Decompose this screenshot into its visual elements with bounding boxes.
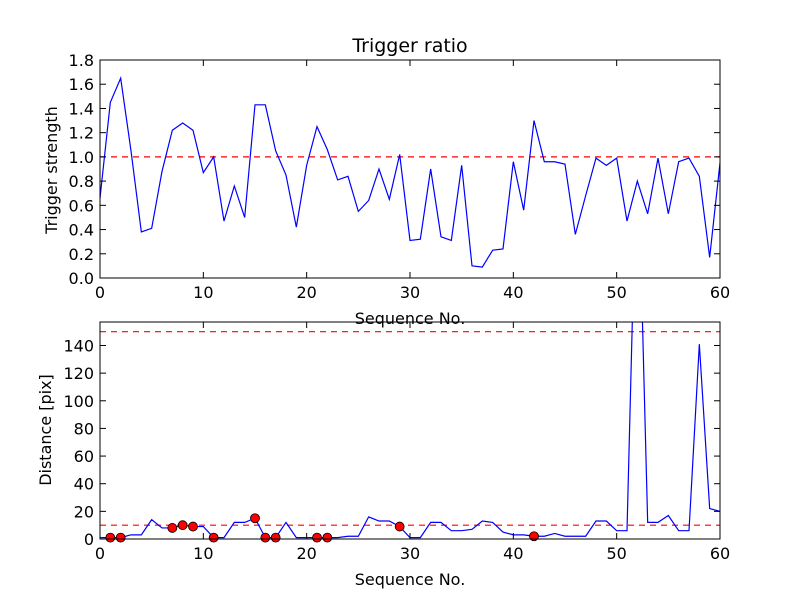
- x-axis-label: Sequence No.: [355, 570, 466, 589]
- y-tick-label: 0.2: [69, 245, 94, 264]
- x-tick-label: 40: [503, 544, 523, 563]
- x-tick-label: 20: [296, 544, 316, 563]
- y-axis-label: Distance [pix]: [36, 374, 55, 486]
- y-tick-label: 0: [84, 530, 94, 549]
- y-tick-label: 1.2: [69, 124, 94, 143]
- y-tick-label: 120: [63, 364, 94, 383]
- x-tick-label: 10: [193, 283, 213, 302]
- chart-title: Trigger ratio: [351, 35, 467, 57]
- data-point-marker: [322, 532, 333, 543]
- x-tick-label: 20: [296, 283, 316, 302]
- x-tick-label: 60: [710, 544, 730, 563]
- data-point-marker: [260, 532, 271, 543]
- data-point-marker: [208, 532, 219, 543]
- y-tick-label: 0.8: [69, 172, 94, 191]
- data-point-marker: [270, 532, 281, 543]
- data-point-marker: [529, 531, 539, 542]
- x-tick-label: 30: [400, 283, 420, 302]
- data-point-marker: [188, 521, 198, 532]
- y-tick-label: 40: [74, 475, 94, 494]
- distance-panel: Sequence No. Distance [pix] 0 10 20 30 40 50 6…: [36, 321, 730, 589]
- y-tick-label: 1.8: [69, 51, 94, 70]
- y-tick-label: 140: [63, 336, 94, 355]
- series-line-trigger-strength: [100, 75, 720, 268]
- y-tick-label: 0.0: [69, 269, 94, 288]
- data-point-marker: [167, 523, 178, 533]
- data-point-marker: [312, 532, 322, 543]
- data-point-marker: [250, 513, 260, 524]
- y-tick-label: 100: [63, 392, 94, 411]
- data-point-marker: [115, 532, 126, 543]
- plot-area: [100, 75, 720, 268]
- x-tick-label: 0: [95, 544, 105, 563]
- y-tick-label: 80: [74, 419, 94, 438]
- y-tick-label: 20: [74, 502, 94, 521]
- data-point-marker: [105, 532, 116, 543]
- x-axis-label: Sequence No.: [355, 309, 466, 328]
- x-tick-label: 0: [95, 283, 105, 302]
- y-tick-label: 1.6: [69, 75, 94, 94]
- x-tick-label: 10: [193, 544, 213, 563]
- trigger-ratio-panel: Trigger ratio Sequence No. Trigger stren…: [42, 35, 730, 328]
- x-tick-label: 50: [606, 283, 626, 302]
- y-tick-label: 1.0: [69, 148, 94, 167]
- data-point-marker: [177, 520, 188, 531]
- x-tick-label: 50: [606, 544, 626, 563]
- x-tick-label: 40: [503, 283, 523, 302]
- y-tick-label: 60: [74, 447, 94, 466]
- y-axis-label: Trigger strength: [42, 106, 61, 235]
- data-point-marker: [394, 521, 405, 532]
- x-tick-label: 30: [400, 544, 420, 563]
- x-tick-label: 60: [710, 283, 730, 302]
- y-tick-label: 0.4: [69, 221, 94, 240]
- y-tick-label: 0.6: [69, 196, 94, 215]
- y-tick-label: 1.4: [69, 99, 94, 118]
